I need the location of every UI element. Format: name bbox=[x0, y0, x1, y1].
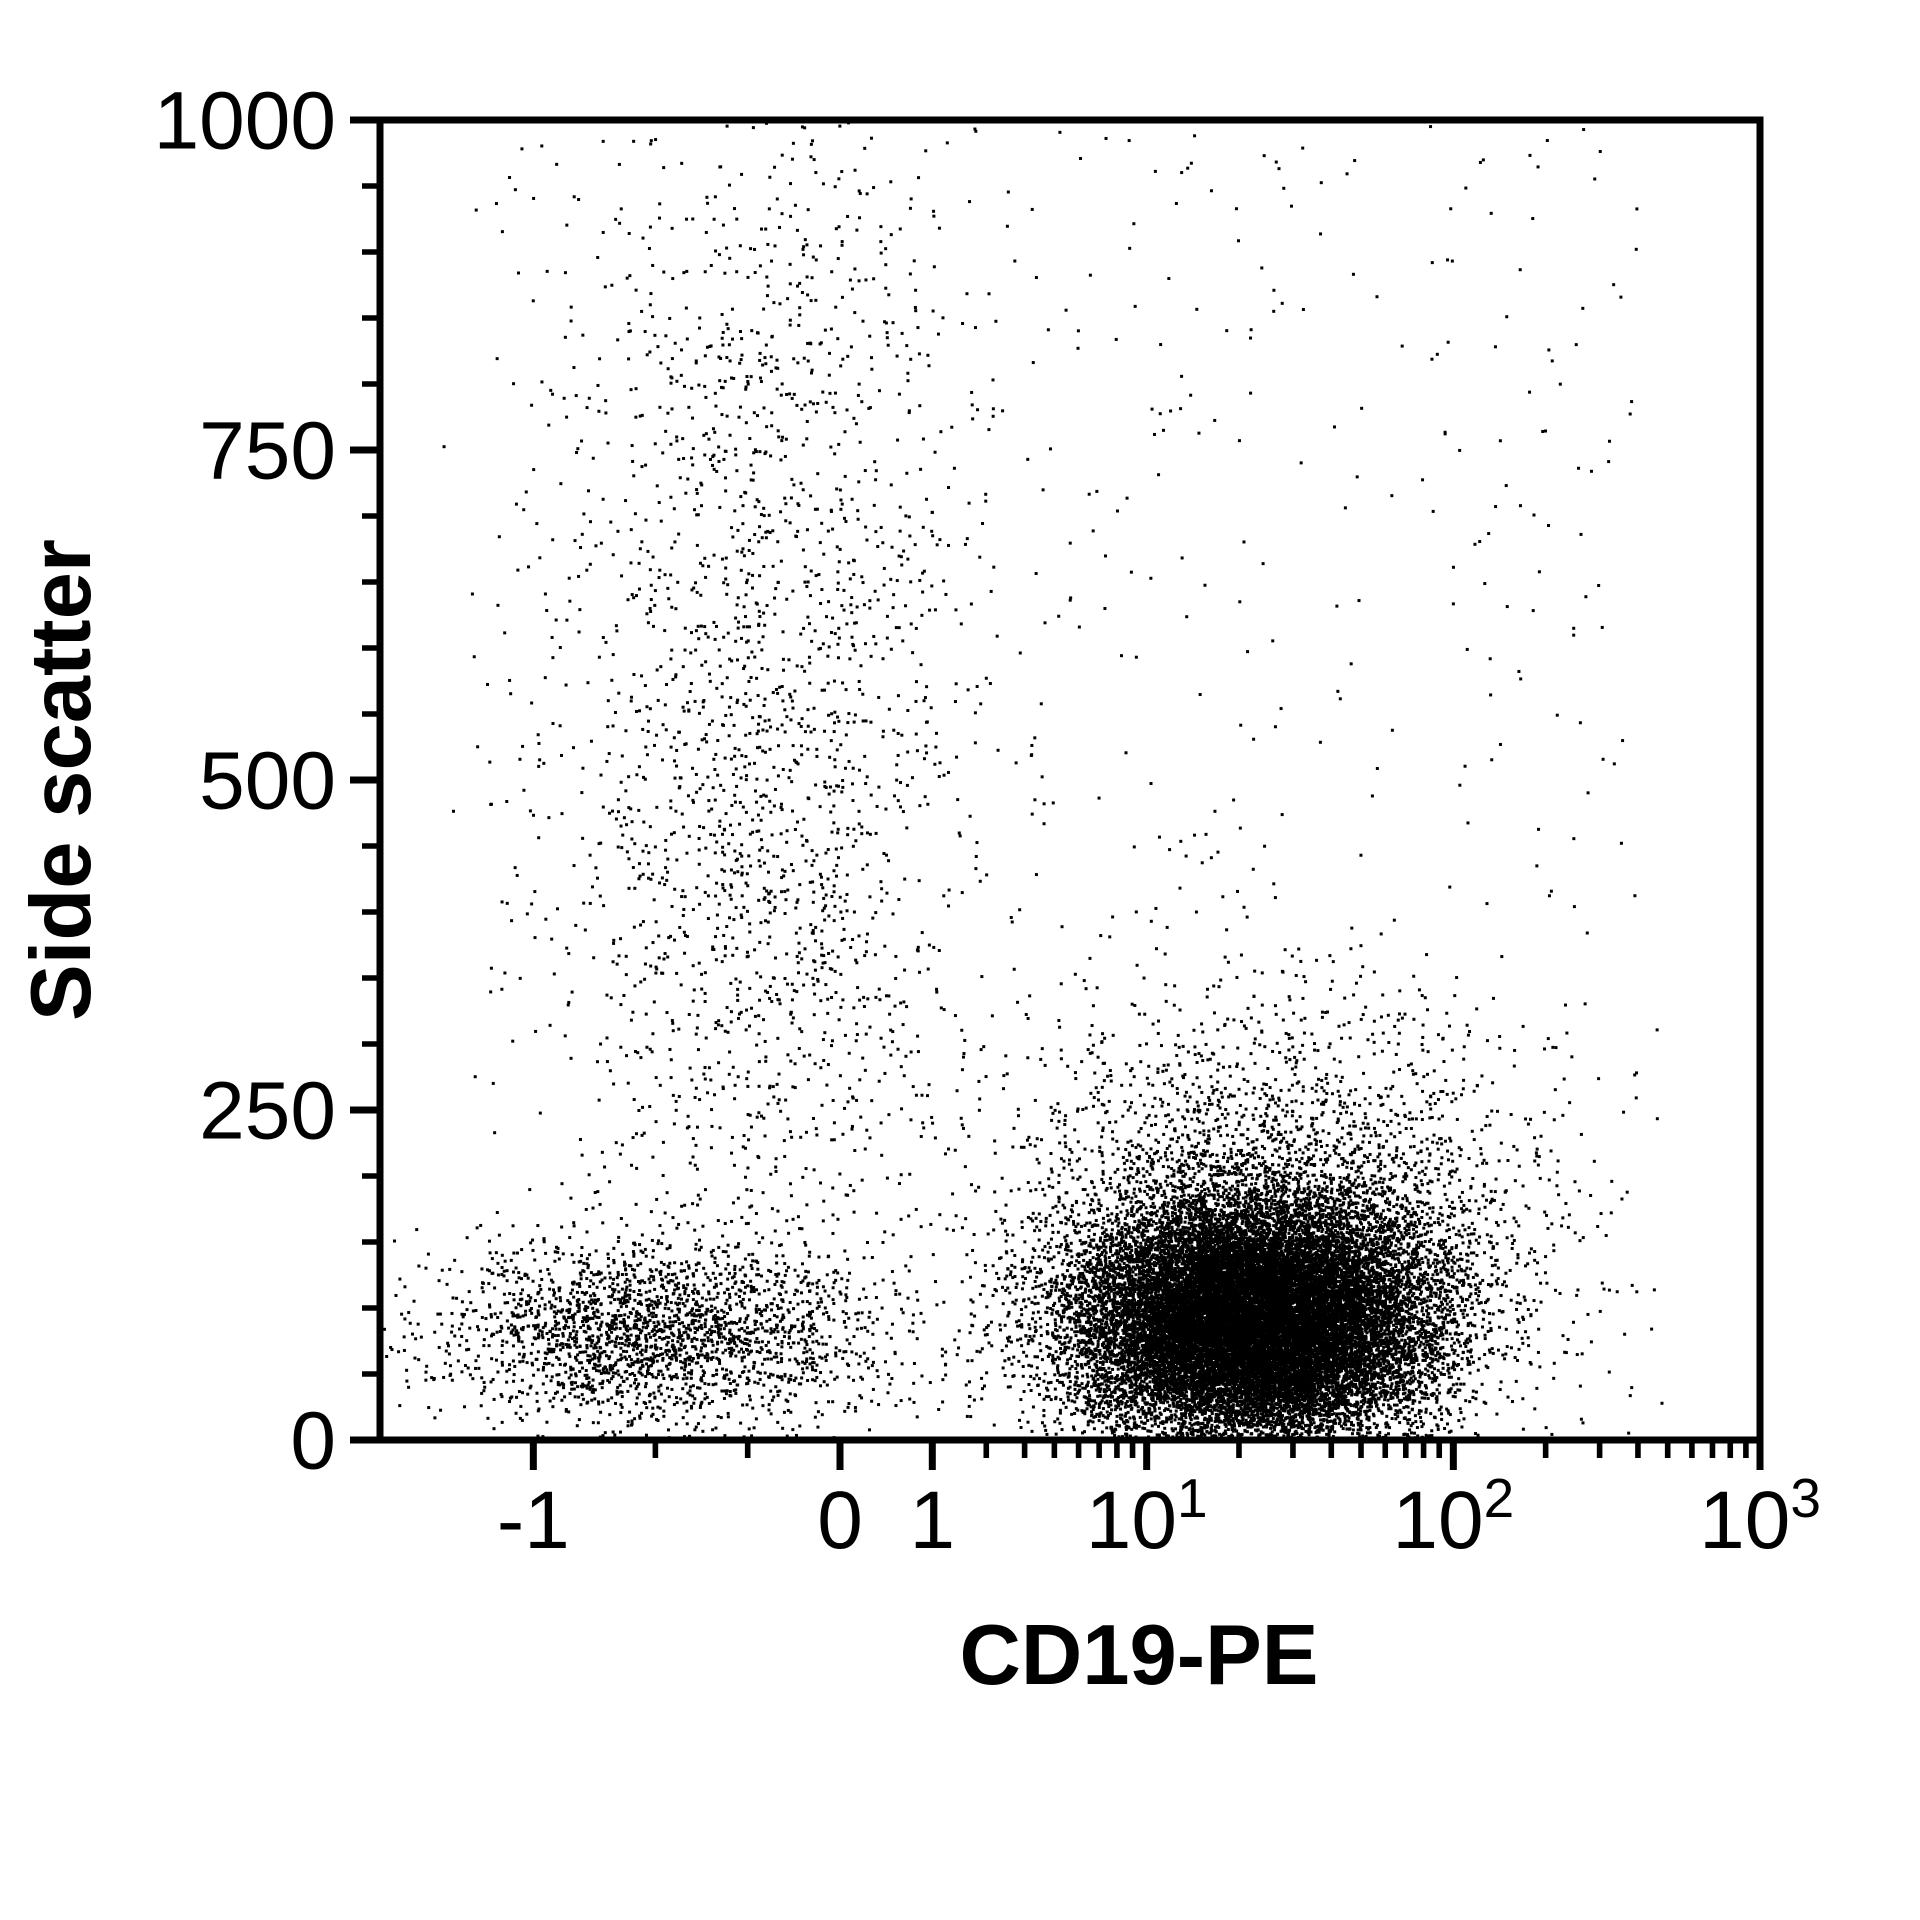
x-tick-label: 103 bbox=[1699, 1467, 1821, 1566]
x-axis-ticks bbox=[533, 1440, 1760, 1470]
x-tick-label: 101 bbox=[1086, 1467, 1208, 1566]
y-axis-tick-labels: 0 250 500 750 1000 bbox=[154, 76, 336, 1487]
y-tick-label: 1000 bbox=[154, 76, 336, 167]
flow-cytometry-scatter: -101101102103 02505007501000 CD19-PE Sid… bbox=[0, 0, 1920, 1920]
y-tick-label: 500 bbox=[199, 736, 336, 827]
y-tick-label: 0 bbox=[290, 1396, 336, 1487]
x-tick-label: -1 bbox=[497, 1475, 570, 1566]
x-tick-label: 0 bbox=[817, 1475, 863, 1566]
x-tick-label: 1 bbox=[910, 1475, 956, 1566]
y-tick-label: 750 bbox=[199, 406, 336, 497]
y-axis-ticks bbox=[350, 120, 380, 1440]
scatter-points bbox=[383, 119, 1664, 1442]
x-axis-label: CD19-PE bbox=[959, 1608, 1318, 1703]
chart-svg: -101101102103 02505007501000 CD19-PE Sid… bbox=[0, 0, 1920, 1920]
x-axis-tick-labels: -1 01 101 102 103 bbox=[497, 1467, 1821, 1566]
y-axis-label: Side scatter bbox=[14, 539, 109, 1021]
y-tick-label: 250 bbox=[199, 1066, 336, 1157]
x-tick-label: 102 bbox=[1392, 1467, 1514, 1566]
